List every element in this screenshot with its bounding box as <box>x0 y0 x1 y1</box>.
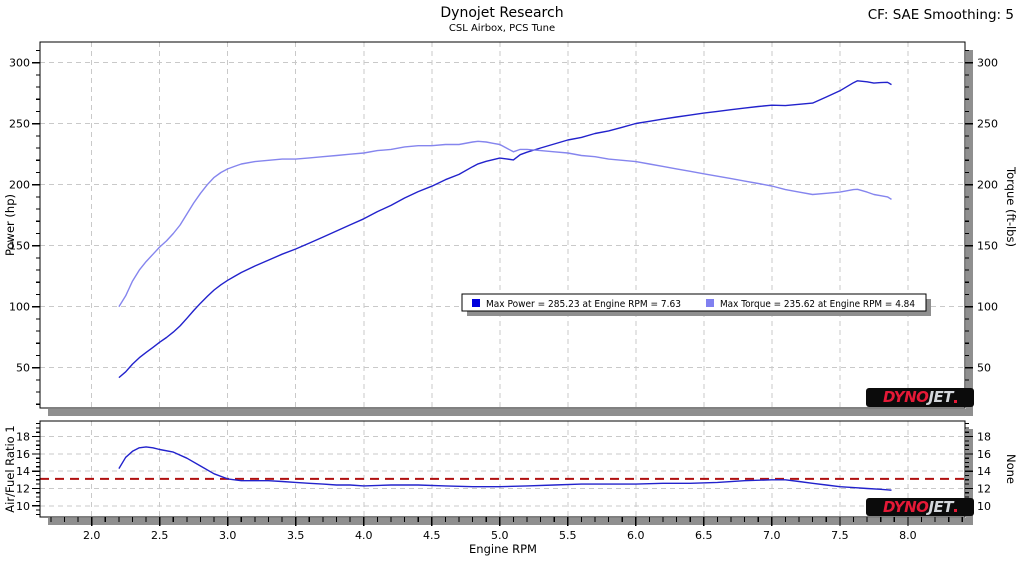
x-tick-label: 7.0 <box>763 529 781 542</box>
page-subtitle: CSL Airbox, PCS Tune <box>448 23 556 34</box>
plot-border <box>39 420 966 518</box>
x-tick-label: 6.0 <box>627 529 645 542</box>
plot-shadow <box>48 518 973 525</box>
y-tick-label: 300 <box>977 57 998 70</box>
y-tick-label: 100 <box>9 301 30 314</box>
y-tick-label: 50 <box>977 362 991 375</box>
afr-axis-label: Air/Fuel Ratio 1 <box>3 425 17 512</box>
legend-swatch-power <box>472 299 480 307</box>
legend-label-max-torque: Max Torque = 235.62 at Engine RPM = 4.84 <box>720 299 915 310</box>
series-torque <box>118 140 892 308</box>
y-tick-label: 16 <box>977 448 991 461</box>
legend-label-max-power: Max Power = 285.23 at Engine RPM = 7.63 <box>486 299 681 310</box>
x-tick-label: 2.5 <box>151 529 169 542</box>
x-tick-label: 6.5 <box>695 529 713 542</box>
legend-swatch-torque <box>706 299 714 307</box>
y-tick-label: 18 <box>16 431 30 444</box>
logo-text-jet: JET <box>928 497 954 516</box>
plot-area <box>40 421 965 517</box>
engine-rpm-label: Engine RPM <box>469 542 537 556</box>
y-tick-label: 100 <box>977 301 998 314</box>
power-axis-label: Power (hp) <box>3 194 17 256</box>
y-tick-label: 10 <box>16 500 30 513</box>
plot-shadow <box>966 429 973 525</box>
y-tick-label: 150 <box>9 240 30 253</box>
plot-shadow <box>48 409 973 416</box>
x-tick-label: 3.5 <box>287 529 305 542</box>
x-tick-label: 4.5 <box>423 529 441 542</box>
axis-labels: Power (hp) Torque (ft-lbs) Air/Fuel Rati… <box>3 166 1018 556</box>
y-tick-label: 14 <box>977 465 991 478</box>
main-chart: 50 50 100 100 150 150 200 200 250 250 300 300 <box>9 41 998 416</box>
smoothing-label: CF: SAE Smoothing: 5 <box>867 7 1014 23</box>
series-power <box>118 80 892 379</box>
y-tick-label: 250 <box>977 118 998 131</box>
torque-axis-label: Torque (ft-lbs) <box>1004 166 1018 247</box>
y-tick-label: 200 <box>9 179 30 192</box>
x-tick-label: 8.0 <box>899 529 917 542</box>
x-tick-label: 5.0 <box>491 529 509 542</box>
y-tick-label: 50 <box>16 362 30 375</box>
none-axis-label: None <box>1004 454 1018 484</box>
y-tick-label: 12 <box>977 483 991 496</box>
x-tick-label: 4.0 <box>355 529 373 542</box>
logo-text-dyno: DYNO <box>882 388 929 406</box>
logo-text-jet: JET <box>928 388 954 406</box>
y-tick-label: 150 <box>977 240 998 253</box>
legend-box <box>461 293 927 312</box>
series-air-fuel-ratio-1 <box>118 446 892 491</box>
plot-border <box>39 41 966 409</box>
y-tick-label: 200 <box>977 179 998 192</box>
logo-dot <box>954 509 958 512</box>
page-title: Dynojet Research <box>440 5 564 21</box>
legend: Max Power = 285.23 at Engine RPM = 7.63 … <box>461 293 931 316</box>
y-tick-label: 16 <box>16 448 30 461</box>
y-tick-label: 18 <box>977 431 991 444</box>
y-tick-label: 12 <box>16 483 30 496</box>
plot-shadow <box>966 50 973 416</box>
dynojet-logo-main: DYNO JET <box>866 388 974 407</box>
logo-text-dyno: DYNO <box>882 497 929 516</box>
y-tick-label: 250 <box>9 118 30 131</box>
x-tick-label: 5.5 <box>559 529 577 542</box>
y-tick-label: 14 <box>16 465 30 478</box>
afr-chart: 10 10 12 12 14 14 16 16 18 18 2.0 2.5 3.0 3.5 4.0 4.5 5.… <box>16 420 991 542</box>
logo-dot <box>954 400 958 403</box>
x-tick-label: 3.0 <box>219 529 237 542</box>
y-tick-label: 300 <box>9 57 30 70</box>
x-tick-label: 2.0 <box>83 529 101 542</box>
dynojet-logo-afr: DYNO JET <box>866 498 974 516</box>
x-tick-label: 7.5 <box>831 529 849 542</box>
y-tick-label: 10 <box>977 500 991 513</box>
